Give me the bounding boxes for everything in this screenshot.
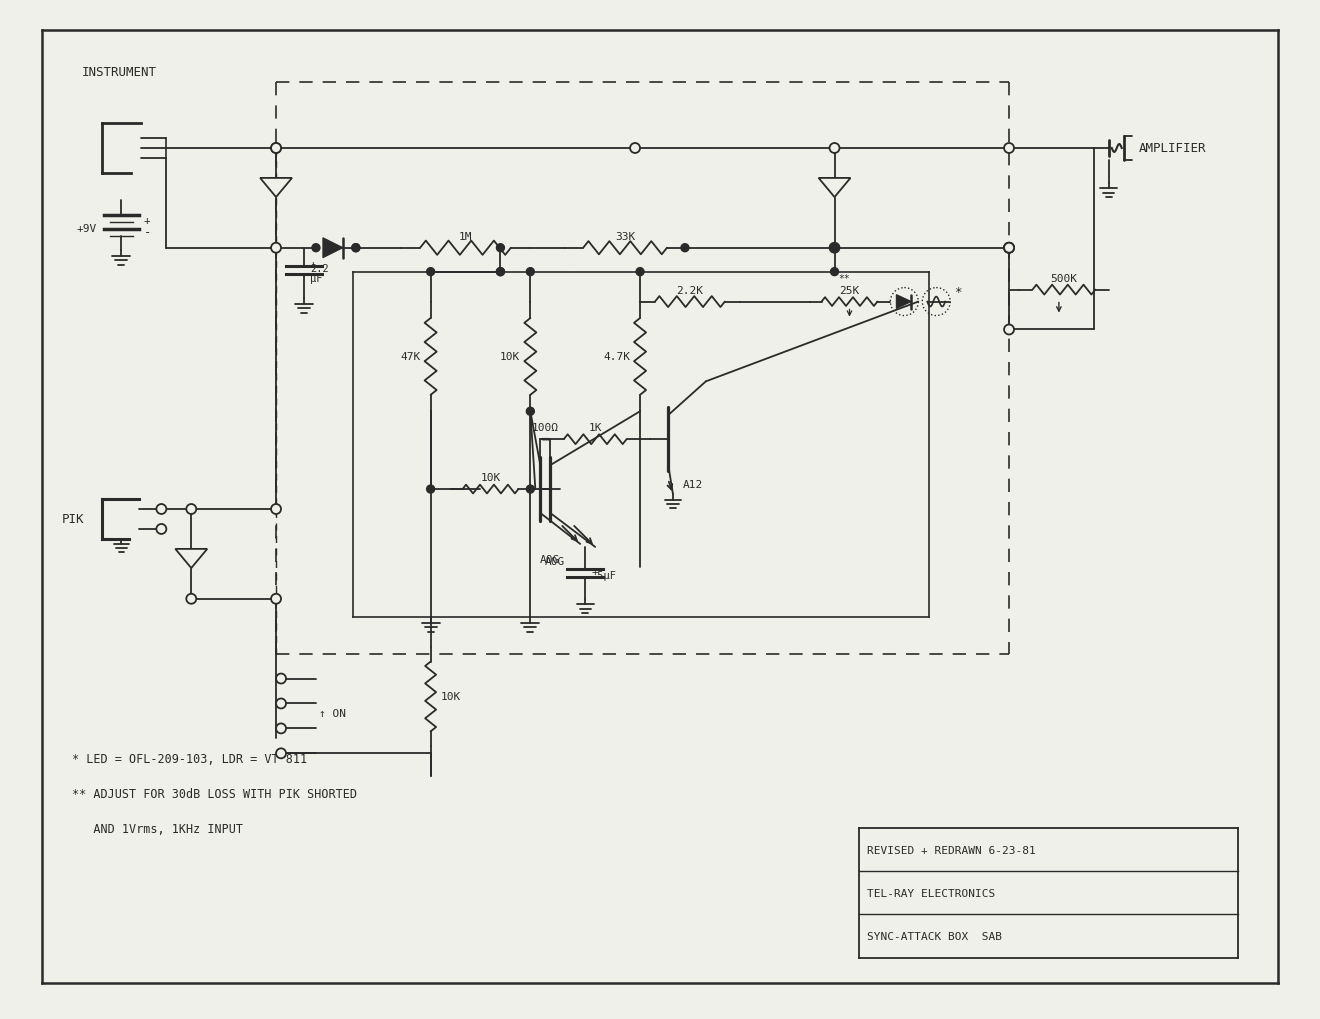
Text: 2.2: 2.2 xyxy=(310,263,329,273)
Text: A0G: A0G xyxy=(545,556,565,567)
Text: AMPLIFIER: AMPLIFIER xyxy=(1139,143,1206,155)
Text: +9V: +9V xyxy=(77,223,96,233)
Circle shape xyxy=(352,245,360,253)
Text: ** ADJUST FOR 30dB LOSS WITH PIK SHORTED: ** ADJUST FOR 30dB LOSS WITH PIK SHORTED xyxy=(71,787,356,800)
Circle shape xyxy=(1005,325,1014,335)
Circle shape xyxy=(156,504,166,515)
Circle shape xyxy=(276,674,286,684)
Text: 33K: 33K xyxy=(615,231,635,242)
Circle shape xyxy=(636,268,644,276)
Text: A12: A12 xyxy=(682,480,704,489)
Text: **: ** xyxy=(838,273,850,283)
Text: .5μF: .5μF xyxy=(591,571,616,580)
Circle shape xyxy=(276,699,286,709)
Circle shape xyxy=(830,268,838,276)
Circle shape xyxy=(527,486,535,493)
Polygon shape xyxy=(260,178,292,198)
Circle shape xyxy=(271,504,281,515)
Text: 4.7K: 4.7K xyxy=(603,353,630,362)
Text: 25K: 25K xyxy=(840,285,859,296)
Circle shape xyxy=(271,594,281,604)
Circle shape xyxy=(1005,244,1014,254)
Circle shape xyxy=(271,144,281,154)
Circle shape xyxy=(1005,244,1014,254)
Circle shape xyxy=(271,144,281,154)
Circle shape xyxy=(271,244,281,254)
Text: 2.2K: 2.2K xyxy=(676,285,704,296)
Circle shape xyxy=(527,408,535,416)
Circle shape xyxy=(829,144,840,154)
Text: 1K: 1K xyxy=(589,423,602,433)
Polygon shape xyxy=(176,549,207,569)
Text: AND 1Vrms, 1KHz INPUT: AND 1Vrms, 1KHz INPUT xyxy=(71,821,243,835)
Text: *: * xyxy=(954,285,962,299)
Text: PIK: PIK xyxy=(62,513,84,526)
Text: SYNC-ATTACK BOX  SAB: SYNC-ATTACK BOX SAB xyxy=(867,931,1002,941)
Circle shape xyxy=(426,268,434,276)
Circle shape xyxy=(352,245,360,253)
Circle shape xyxy=(186,504,197,515)
Text: * LED = OFL-209-103, LDR = VT 811: * LED = OFL-209-103, LDR = VT 811 xyxy=(71,752,306,765)
Text: ↑ ON: ↑ ON xyxy=(319,709,346,718)
Text: REVISED + REDRAWN 6-23-81: REVISED + REDRAWN 6-23-81 xyxy=(867,845,1036,855)
Circle shape xyxy=(426,486,434,493)
Circle shape xyxy=(156,525,166,534)
Text: 47K: 47K xyxy=(400,353,421,362)
Text: 100Ω: 100Ω xyxy=(532,423,558,433)
Text: 10K: 10K xyxy=(480,473,500,483)
Circle shape xyxy=(1005,244,1014,254)
Circle shape xyxy=(829,244,840,254)
Circle shape xyxy=(496,268,504,276)
Text: +: + xyxy=(144,216,150,225)
Circle shape xyxy=(276,749,286,758)
Text: μF: μF xyxy=(310,273,322,283)
Circle shape xyxy=(830,245,838,253)
Circle shape xyxy=(1005,144,1014,154)
Polygon shape xyxy=(896,296,911,309)
Text: 10K: 10K xyxy=(500,353,520,362)
Text: 500K: 500K xyxy=(1051,273,1077,283)
Text: -: - xyxy=(144,226,150,239)
Circle shape xyxy=(276,723,286,734)
Text: A0G: A0G xyxy=(540,554,561,565)
Circle shape xyxy=(186,594,197,604)
Polygon shape xyxy=(323,238,343,259)
Text: TEL-RAY ELECTRONICS: TEL-RAY ELECTRONICS xyxy=(867,889,995,898)
Circle shape xyxy=(527,268,535,276)
Polygon shape xyxy=(818,178,850,198)
Circle shape xyxy=(681,245,689,253)
Text: INSTRUMENT: INSTRUMENT xyxy=(82,66,157,79)
Text: +: + xyxy=(591,567,598,577)
Circle shape xyxy=(312,245,319,253)
Circle shape xyxy=(496,268,504,276)
Circle shape xyxy=(630,144,640,154)
Text: 10K: 10K xyxy=(441,692,461,702)
Circle shape xyxy=(496,245,504,253)
Text: 1M: 1M xyxy=(459,231,473,242)
Text: +: + xyxy=(310,260,317,269)
